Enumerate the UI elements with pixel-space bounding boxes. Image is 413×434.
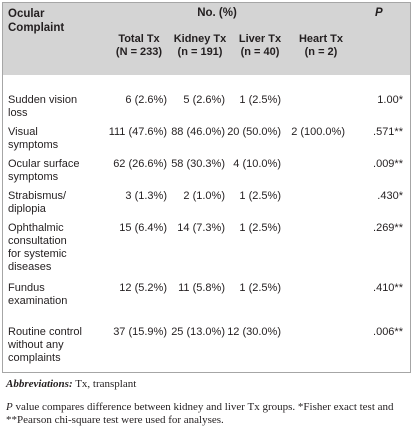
cell-total: 6 (2.6%) [125, 94, 167, 106]
cell-total: 62 (26.6%) [113, 158, 167, 170]
cell-kidney: 2 (1.0%) [183, 190, 225, 202]
column-header-kidney: Kidney Tx (n = 191) [169, 33, 231, 59]
row-label: Routine control without any complaints [8, 326, 108, 365]
cell-p-value: .571** [373, 126, 403, 138]
cell-p-value: .009** [373, 158, 403, 170]
p-value-header: P [375, 7, 383, 19]
row-label-line: consultation [8, 235, 67, 247]
row-label-line: Visual [8, 126, 38, 138]
column-header-count: (n = 2) [304, 46, 338, 58]
table-figure: Ocular Complaint No. (%) P Total Tx (N =… [2, 2, 411, 430]
cell-liver: 1 (2.5%) [239, 94, 281, 106]
cell-total: 37 (15.9%) [113, 326, 167, 338]
column-header-liver: Liver Tx (n = 40) [231, 33, 289, 59]
cell-kidney: 14 (7.3%) [177, 222, 225, 234]
row-label-line: Strabismus/ [8, 190, 67, 202]
abbreviations-note: Abbreviations: Tx, transplant [6, 378, 136, 391]
cell-kidney: 5 (2.6%) [183, 94, 225, 106]
column-header-name: Total Tx [118, 33, 160, 45]
cell-total: 111 (47.6%) [108, 126, 167, 138]
column-header-name: Kidney Tx [173, 33, 227, 45]
row-label-line: Sudden vision [8, 94, 78, 106]
cell-p-value: 1.00* [377, 94, 403, 106]
row-label-line: Ocular surface [8, 158, 80, 170]
column-header-count: (n = 191) [177, 46, 223, 58]
column-header-count: (N = 233) [115, 46, 163, 58]
row-label: Ophthalmic consultation for systemic dis… [8, 222, 108, 274]
row-label-line: loss [8, 107, 28, 119]
row-label-line: Ophthalmic [8, 222, 64, 234]
cell-liver: 1 (2.5%) [239, 282, 281, 294]
cell-kidney: 58 (30.3%) [171, 158, 225, 170]
cell-p-value: .269** [373, 222, 403, 234]
row-label-line: diplopia [8, 203, 46, 215]
complaint-header-line: Ocular [8, 8, 45, 20]
cell-liver: 1 (2.5%) [239, 190, 281, 202]
cell-liver: 1 (2.5%) [239, 222, 281, 234]
cell-p-value: .410** [373, 282, 403, 294]
cell-kidney: 11 (5.8%) [178, 282, 225, 294]
cell-liver: 20 (50.0%) [227, 126, 281, 138]
row-label-line: Routine control [8, 326, 82, 338]
cell-total: 15 (6.4%) [119, 222, 167, 234]
row-label: Visual symptoms [8, 126, 108, 152]
complaint-column-header: Ocular Complaint [8, 7, 64, 35]
row-label: Strabismus/ diplopia [8, 190, 108, 216]
abbreviations-label: Abbreviations: [6, 378, 73, 390]
column-header-name: Heart Tx [298, 33, 344, 45]
cell-heart: 2 (100.0%) [291, 126, 345, 138]
row-label: Sudden vision loss [8, 94, 108, 120]
row-label-line: symptoms [8, 139, 59, 151]
column-header-name: Liver Tx [238, 33, 282, 45]
complaint-header-line: Complaint [8, 22, 65, 34]
row-label-line: symptoms [8, 171, 59, 183]
row-label-line: diseases [8, 261, 52, 273]
column-header-total: Total Tx (N = 233) [107, 33, 171, 59]
row-label: Fundus examination [8, 282, 108, 308]
row-label: Ocular surface symptoms [8, 158, 108, 184]
cell-total: 3 (1.3%) [125, 190, 167, 202]
row-label-line: complaints [8, 352, 61, 364]
row-label-line: for systemic [8, 248, 67, 260]
p-value-text: value compares difference between kidney… [6, 401, 394, 426]
cell-p-value: .430* [377, 190, 403, 202]
row-label-line: Fundus [8, 282, 45, 294]
cell-p-value: .006** [373, 326, 403, 338]
cell-kidney: 25 (13.0%) [171, 326, 225, 338]
abbreviations-text: Tx, transplant [75, 378, 137, 390]
p-value-note: P value compares difference between kidn… [6, 401, 410, 427]
row-label-line: examination [8, 295, 68, 307]
row-label-line: without any [8, 339, 64, 351]
cell-total: 12 (5.2%) [119, 282, 167, 294]
p-value-symbol: P [6, 401, 13, 413]
cell-kidney: 88 (46.0%) [171, 126, 225, 138]
column-header-heart: Heart Tx (n = 2) [291, 33, 351, 59]
data-table: Ocular Complaint No. (%) P Total Tx (N =… [2, 2, 411, 373]
group-header: No. (%) [197, 7, 237, 19]
column-header-count: (n = 40) [240, 46, 280, 58]
table-header: Ocular Complaint No. (%) P Total Tx (N =… [3, 3, 410, 75]
cell-liver: 12 (30.0%) [227, 326, 281, 338]
cell-liver: 4 (10.0%) [233, 158, 281, 170]
